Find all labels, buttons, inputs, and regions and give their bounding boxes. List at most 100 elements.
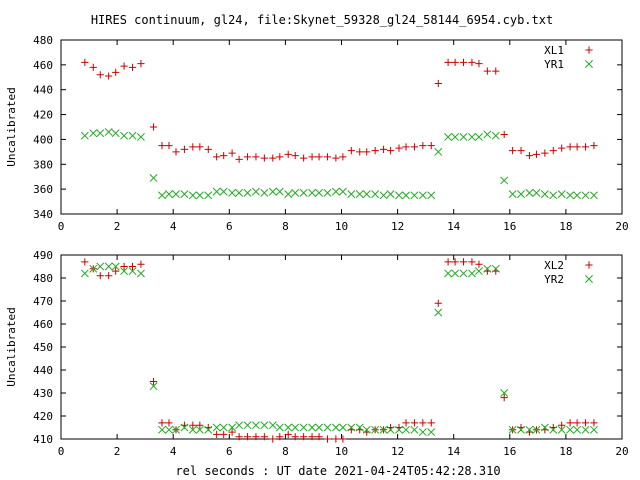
data-point bbox=[299, 188, 308, 197]
data-point bbox=[158, 142, 166, 150]
data-point bbox=[158, 419, 166, 427]
data-point-glyph bbox=[189, 421, 197, 429]
data-point-glyph bbox=[410, 191, 419, 200]
data-point-glyph bbox=[212, 423, 221, 432]
data-point-glyph bbox=[566, 425, 575, 434]
data-point-glyph bbox=[347, 147, 355, 155]
data-point bbox=[371, 147, 379, 155]
data-point bbox=[532, 150, 541, 158]
data-point bbox=[308, 433, 316, 441]
data-point bbox=[268, 421, 277, 430]
data-point-glyph bbox=[540, 190, 549, 199]
data-point bbox=[371, 190, 380, 199]
data-point-glyph bbox=[474, 132, 483, 141]
data-point-glyph bbox=[158, 142, 166, 150]
data-point bbox=[467, 269, 476, 278]
data-point bbox=[444, 269, 453, 278]
data-point bbox=[165, 190, 173, 199]
data-point bbox=[500, 394, 508, 402]
data-point bbox=[451, 58, 459, 66]
data-point bbox=[105, 272, 113, 280]
data-point bbox=[395, 144, 403, 152]
data-point bbox=[573, 425, 582, 434]
data-point-glyph bbox=[331, 423, 340, 432]
data-point-glyph bbox=[228, 428, 236, 436]
data-point bbox=[468, 58, 476, 66]
data-point bbox=[338, 423, 347, 432]
data-point bbox=[459, 132, 468, 141]
data-point-glyph bbox=[260, 154, 268, 162]
data-point bbox=[581, 143, 590, 151]
data-point bbox=[120, 267, 129, 276]
data-point-glyph bbox=[149, 123, 158, 131]
data-point-glyph bbox=[581, 143, 590, 151]
y-tick-label: 360 bbox=[33, 183, 53, 196]
data-point-glyph bbox=[386, 190, 395, 199]
data-point bbox=[260, 154, 268, 162]
data-point-glyph bbox=[590, 419, 598, 427]
data-point-glyph bbox=[459, 258, 468, 266]
data-point-glyph bbox=[379, 425, 388, 434]
data-point bbox=[491, 264, 500, 273]
data-point-glyph bbox=[500, 176, 509, 185]
data-point-glyph bbox=[459, 132, 468, 141]
data-point-glyph bbox=[581, 425, 590, 434]
data-point-glyph bbox=[371, 147, 379, 155]
data-point bbox=[444, 58, 452, 66]
y-tick-label: 480 bbox=[33, 272, 53, 285]
data-point-glyph bbox=[468, 258, 476, 266]
data-point bbox=[573, 419, 581, 427]
data-point bbox=[235, 188, 244, 197]
data-point-glyph bbox=[362, 425, 371, 434]
data-point bbox=[589, 191, 598, 200]
data-point bbox=[338, 187, 347, 196]
data-point bbox=[474, 132, 483, 141]
data-point-glyph bbox=[517, 425, 525, 434]
data-point-glyph bbox=[386, 147, 395, 155]
data-point bbox=[500, 389, 509, 397]
y-tick-label: 410 bbox=[33, 433, 53, 446]
data-point bbox=[500, 130, 508, 139]
data-point bbox=[228, 188, 237, 197]
data-point bbox=[332, 154, 340, 162]
data-point bbox=[434, 308, 443, 317]
data-point bbox=[89, 129, 98, 138]
x-tick-label: 8 bbox=[282, 220, 289, 233]
data-point-glyph bbox=[243, 433, 252, 441]
data-point bbox=[483, 130, 492, 139]
data-point bbox=[418, 191, 427, 200]
data-point bbox=[347, 147, 355, 155]
data-point-glyph bbox=[549, 147, 557, 155]
data-point-glyph bbox=[137, 60, 145, 68]
data-point bbox=[323, 188, 332, 197]
data-point bbox=[213, 430, 221, 438]
data-point bbox=[573, 143, 581, 151]
data-point-glyph bbox=[228, 149, 236, 157]
data-point bbox=[459, 258, 468, 266]
data-point-glyph bbox=[172, 190, 180, 199]
data-point bbox=[483, 67, 491, 75]
y-tick-label: 480 bbox=[33, 34, 53, 47]
data-point-glyph bbox=[235, 188, 244, 197]
data-point-glyph bbox=[410, 425, 419, 434]
data-point-glyph bbox=[467, 269, 476, 278]
data-point-glyph bbox=[204, 425, 213, 434]
data-point-glyph bbox=[228, 188, 237, 197]
data-point bbox=[557, 190, 566, 199]
data-point bbox=[196, 143, 204, 151]
data-point bbox=[149, 382, 158, 391]
x-tick-label: 4 bbox=[170, 445, 177, 458]
legend-marker bbox=[585, 60, 593, 68]
data-point bbox=[558, 144, 566, 152]
data-point-glyph bbox=[500, 389, 509, 397]
data-point bbox=[269, 154, 277, 162]
data-point-glyph bbox=[395, 144, 403, 152]
data-point bbox=[500, 176, 509, 185]
data-point-glyph bbox=[475, 60, 483, 68]
data-point bbox=[590, 142, 598, 150]
data-point bbox=[284, 150, 292, 158]
data-point bbox=[532, 188, 541, 197]
data-point-glyph bbox=[268, 187, 277, 196]
data-point bbox=[128, 63, 137, 71]
data-point-glyph bbox=[128, 267, 137, 276]
